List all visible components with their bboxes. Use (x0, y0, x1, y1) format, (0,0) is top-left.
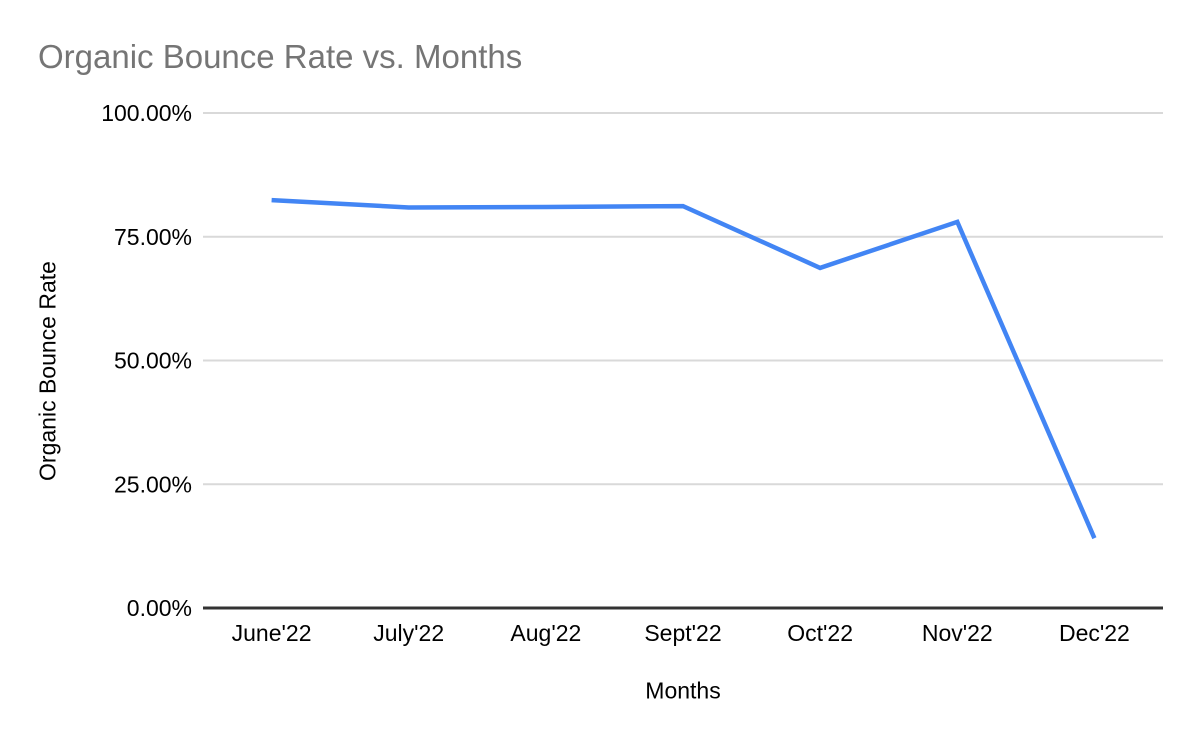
x-tick-label: Oct'22 (787, 620, 853, 646)
x-tick-label: Sept'22 (644, 620, 721, 646)
x-tick-label: June'22 (232, 620, 312, 646)
y-tick-label: 100.00% (101, 100, 192, 126)
y-tick-label: 0.00% (127, 595, 192, 621)
x-tick-label: Aug'22 (510, 620, 581, 646)
y-tick-label: 75.00% (114, 224, 192, 250)
y-tick-label: 50.00% (114, 348, 192, 374)
chart-title: Organic Bounce Rate vs. Months (38, 38, 523, 75)
x-tick-label: July'22 (373, 620, 444, 646)
y-tick-label: 25.00% (114, 471, 192, 497)
x-axis-title: Months (645, 677, 721, 704)
series-line (271, 197, 1097, 540)
x-tick-label: Nov'22 (922, 620, 993, 646)
x-tick-label: Dec'22 (1059, 620, 1130, 646)
